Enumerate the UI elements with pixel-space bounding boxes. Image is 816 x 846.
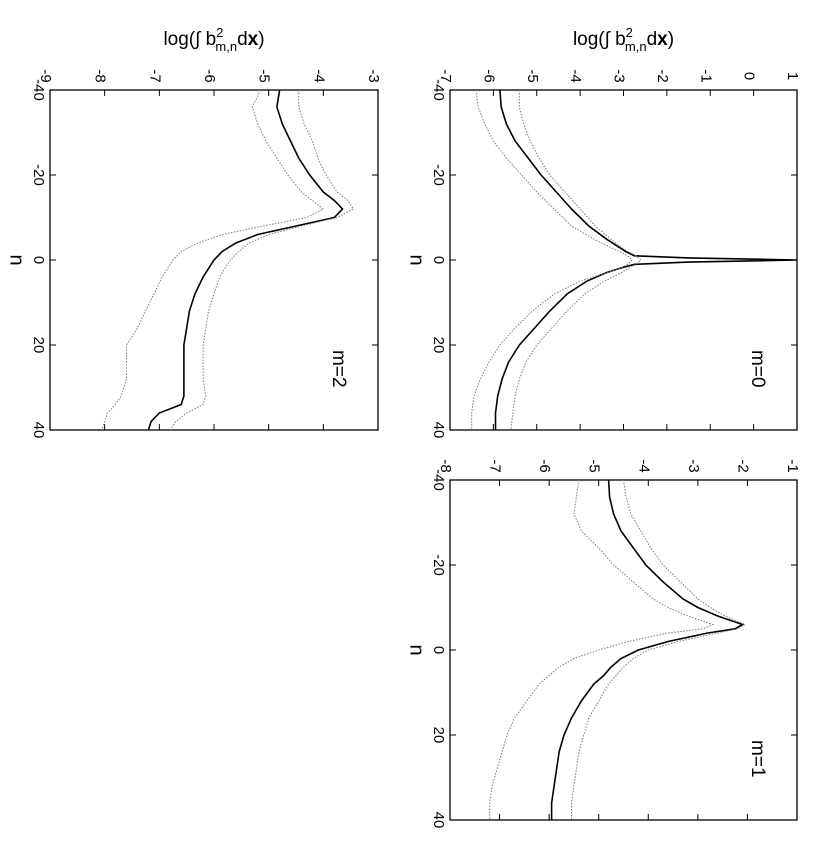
n-tick-label: 20 xyxy=(30,337,47,354)
value-tick-label: -5 xyxy=(256,69,273,82)
panel-annotation: m=0 xyxy=(747,350,768,388)
value-tick-label: -7 xyxy=(487,459,504,472)
value-tick-label: -5 xyxy=(524,69,541,82)
panel-top-right: -8 -7 -6 -5 -4 -3 -2 -1 -40 -20 0 20 40 n m=1 xyxy=(406,459,801,828)
n-tick-label: 0 xyxy=(430,256,447,264)
series-line-lower xyxy=(101,89,325,431)
value-tick-label: -2 xyxy=(654,69,671,82)
value-tick-label: -5 xyxy=(586,459,603,472)
value-tick-label: -9 xyxy=(37,69,54,82)
series-line-lower xyxy=(471,89,633,430)
n-axis-label: n xyxy=(6,254,28,265)
n-tick-label: -20 xyxy=(430,164,447,186)
value-tick-label: -7 xyxy=(437,69,454,82)
value-tick-label: -3 xyxy=(365,69,382,82)
series-line-upper xyxy=(169,90,355,431)
n-tick-label: 40 xyxy=(430,422,447,439)
value-tick-label: -7 xyxy=(146,69,163,82)
panel-annotation: m=1 xyxy=(747,740,768,778)
panel-bottom-left: -9 -8 -7 -6 -5 -4 -3 -40 -20 0 20 40 n log(∫ b2 m,ndx)… xyxy=(6,25,382,438)
value-tick-label: -3 xyxy=(611,69,628,82)
value-tick-label: -6 xyxy=(201,69,218,82)
value-tick-label: -1 xyxy=(697,69,714,82)
n-tick-label: -20 xyxy=(30,164,47,186)
panel-top-left: -7 -6 -5 -4 -3 -2 -1 0 1 -40 -20 0 20 40 n log(∫ b2 m,nd… xyxy=(406,25,801,438)
series-line-main xyxy=(494,89,798,430)
series-line-upper xyxy=(571,479,747,820)
panel-annotation: m=2 xyxy=(328,350,349,388)
plot-frame xyxy=(449,479,798,821)
value-tick-label: -4 xyxy=(310,69,327,82)
n-tick-label: 40 xyxy=(430,812,447,829)
value-tick-label: -4 xyxy=(635,459,652,472)
value-axis-label: log(∫ b2 m,ndx) xyxy=(573,25,674,54)
value-tick-label: -4 xyxy=(567,69,584,82)
n-tick-label: 40 xyxy=(30,422,47,439)
value-tick-label: 0 xyxy=(741,72,758,80)
value-tick-label: 1 xyxy=(784,72,801,80)
n-tick-label: -20 xyxy=(430,554,447,576)
n-tick-label: 0 xyxy=(30,256,47,264)
value-tick-label: -8 xyxy=(92,69,109,82)
n-tick-label: 0 xyxy=(430,646,447,654)
value-tick-label: -3 xyxy=(685,459,702,472)
n-axis-label: n xyxy=(406,644,428,655)
n-axis-label: n xyxy=(406,254,428,265)
value-axis-label: log(∫ b2 m,ndx) xyxy=(163,25,264,54)
n-tick-label: 20 xyxy=(430,727,447,744)
value-tick-label: -2 xyxy=(734,459,751,472)
series-line-main xyxy=(550,479,745,820)
series-line-lower xyxy=(489,479,715,820)
value-tick-label: -1 xyxy=(784,459,801,472)
series-line-main xyxy=(147,89,344,431)
value-tick-label: -6 xyxy=(480,69,497,82)
n-tick-label: 20 xyxy=(430,337,447,354)
n-tick-label: -40 xyxy=(430,79,447,101)
series-line-upper xyxy=(510,90,642,431)
value-tick-label: -6 xyxy=(536,459,553,472)
n-tick-label: -40 xyxy=(30,79,47,101)
value-tick-label: -8 xyxy=(437,459,454,472)
n-tick-label: -40 xyxy=(430,469,447,491)
